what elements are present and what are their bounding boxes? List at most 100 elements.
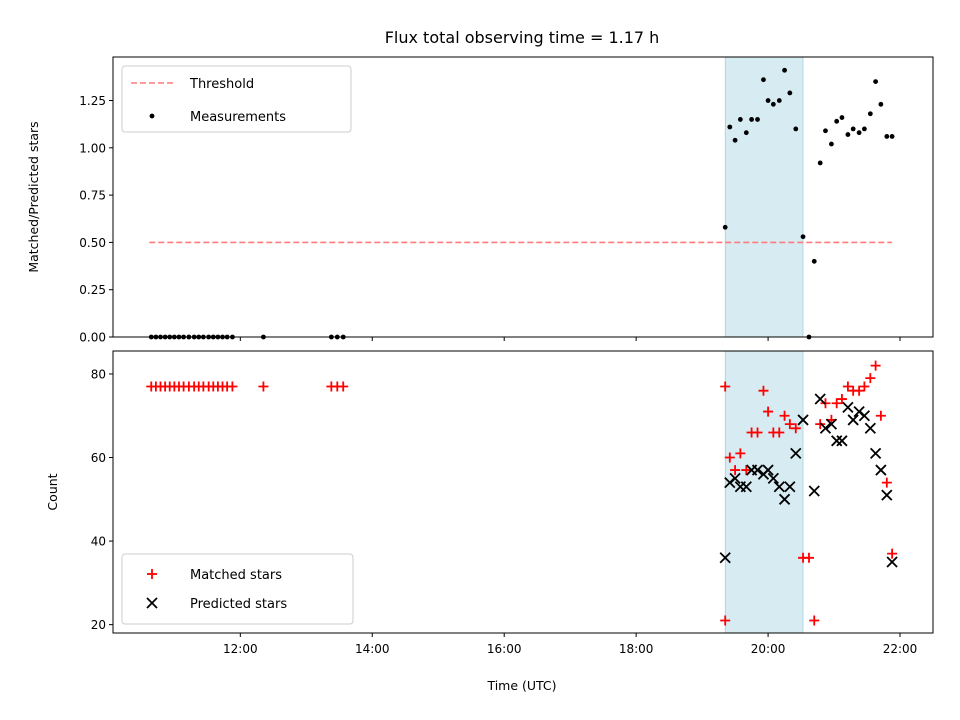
- y-tick-label: 0.00: [79, 331, 106, 345]
- legend-measurements-label: Measurements: [190, 110, 286, 125]
- matched-star-point: [779, 410, 790, 421]
- top-plot-area: [148, 67, 895, 340]
- measurement-point: [856, 130, 862, 136]
- measurement-point: [867, 111, 873, 117]
- legend-threshold-label: Threshold: [189, 77, 254, 92]
- matched-star-point: [831, 398, 842, 409]
- measurement-point: [889, 134, 895, 139]
- measurement-point: [811, 258, 817, 264]
- predicted-star-point: [869, 447, 882, 459]
- y-tick-label: 0.50: [79, 236, 106, 250]
- observing-window-shade: [724, 56, 804, 338]
- measurement-point: [823, 128, 828, 134]
- predicted-star-point: [881, 489, 893, 501]
- y-tick-label: 40: [91, 535, 106, 549]
- x-tick-label: 16:00: [487, 642, 522, 656]
- predicted-star-point: [825, 418, 838, 430]
- observing-window-shade: [724, 350, 804, 634]
- predicted-star-point: [762, 464, 774, 476]
- measurement-point: [761, 77, 766, 83]
- predicted-star-point: [740, 481, 752, 493]
- predicted-star-point: [797, 414, 809, 426]
- legend-measurements-swatch: [149, 113, 155, 119]
- legend-matched-label: Matched stars: [190, 568, 282, 583]
- measurement-point: [722, 224, 728, 230]
- top-axes-frame: [112, 56, 934, 338]
- legend-matched-swatch: [147, 569, 157, 579]
- matched-star-point: [227, 381, 238, 392]
- predicted-star-point: [814, 393, 826, 405]
- predicted-star-point: [864, 422, 876, 434]
- measurement-point: [770, 101, 776, 107]
- matched-star-point: [842, 381, 853, 392]
- measurement-point: [884, 134, 890, 139]
- matched-star-point: [887, 548, 898, 559]
- measurement-point: [743, 130, 749, 136]
- matched-star-point: [803, 552, 814, 563]
- top-legend: Threshold Measurements: [121, 65, 352, 133]
- measurement-point: [727, 124, 733, 130]
- y-tick-label: 80: [91, 367, 106, 381]
- measurement-point: [749, 117, 754, 122]
- top-panel: 0.00 0.25 0.50 0.75 1.00 1.25 Matched/Predict…: [26, 56, 934, 345]
- matched-star-point: [720, 381, 731, 392]
- matched-star-point: [881, 477, 892, 488]
- measurement-point: [834, 118, 840, 124]
- measurement-point: [737, 117, 743, 122]
- bottom-axes-frame: [112, 350, 934, 634]
- top-y-axis-label: Matched/Predicted stars: [26, 121, 41, 272]
- measurement-point: [817, 160, 823, 166]
- x-tick-label: 22:00: [883, 642, 918, 656]
- measurement-point: [765, 98, 771, 103]
- measurement-point: [793, 126, 799, 132]
- bottom-legend-box: [121, 553, 354, 625]
- predicted-star-point: [790, 447, 802, 459]
- predicted-star-point: [886, 556, 898, 568]
- measurement-point: [787, 90, 793, 96]
- measurement-point: [800, 234, 806, 240]
- measurement-point: [732, 137, 738, 143]
- measurement-point: [850, 126, 856, 132]
- measurement-point: [829, 141, 834, 147]
- bottom-plot-area: [146, 360, 898, 626]
- measurement-point: [776, 98, 782, 103]
- y-tick-label: 60: [91, 451, 106, 465]
- matched-star-point: [758, 385, 769, 396]
- matched-star-point: [730, 465, 741, 476]
- matched-star-point: [752, 427, 763, 438]
- bottom-legend: Matched stars Predicted stars: [121, 553, 354, 625]
- matched-star-point: [836, 394, 847, 405]
- predicted-star-point: [778, 493, 791, 505]
- predicted-star-point: [836, 435, 848, 447]
- measurement-point: [782, 67, 787, 73]
- matched-star-point: [870, 360, 881, 371]
- predicted-star-point: [767, 472, 779, 485]
- predicted-star-point: [831, 435, 843, 447]
- chart-title: Flux total observing time = 1.17 h: [385, 28, 660, 47]
- matched-star-point: [859, 381, 870, 392]
- y-tick-label: 1.25: [79, 94, 106, 108]
- predicted-star-point: [719, 552, 731, 564]
- predicted-star-point: [751, 464, 764, 476]
- matched-star-point: [724, 452, 735, 463]
- x-tick-label: 18:00: [619, 642, 654, 656]
- x-tick-label: 20:00: [751, 642, 786, 656]
- predicted-star-point: [875, 464, 887, 476]
- x-axis-label: Time (UTC): [486, 678, 556, 693]
- legend-predicted-label: Predicted stars: [190, 597, 287, 612]
- bottom-y-axis-label: Count: [45, 473, 60, 510]
- legend-predicted-swatch: [146, 597, 158, 609]
- matched-star-point: [790, 423, 801, 434]
- matched-star-point: [875, 410, 886, 421]
- measurement-point: [861, 126, 867, 132]
- predicted-star-point: [784, 481, 796, 493]
- matched-star-point: [338, 381, 349, 392]
- matched-star-point: [258, 381, 269, 392]
- x-tick-label: 12:00: [223, 642, 258, 656]
- measurement-point: [845, 132, 851, 137]
- bottom-x-axis: 12:00 14:00 16:00 18:00 20:00 22:00: [223, 633, 917, 656]
- matched-star-point: [809, 615, 820, 626]
- predicted-star-point: [773, 481, 785, 493]
- predicted-star-point: [808, 485, 820, 497]
